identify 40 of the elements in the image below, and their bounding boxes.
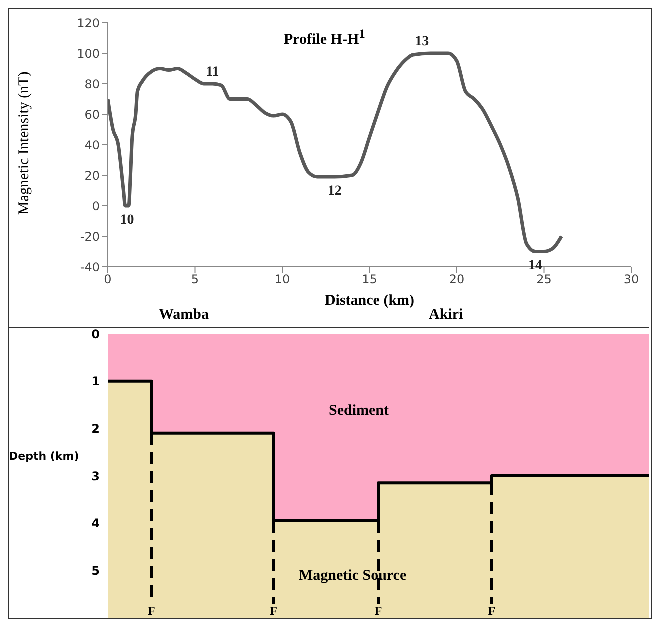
x-tick-label: 25 [536, 272, 552, 287]
y-tick-label: 60 [84, 108, 100, 122]
annotation: 13 [415, 34, 430, 50]
y-tick-label: -20 [80, 230, 100, 244]
y-tick-label: 100 [77, 46, 100, 61]
y-tick-label: -40 [80, 260, 100, 274]
text: Akiri [429, 307, 464, 324]
y-tick-label: 80 [84, 77, 100, 92]
y-tick-label: 5 [92, 564, 100, 578]
annotation: F [488, 604, 496, 618]
series-label: Sediment [329, 403, 389, 420]
y-tick-label: 20 [84, 168, 100, 183]
annotation: F [270, 604, 278, 618]
y-tick-label: 2 [92, 422, 100, 436]
y-axis-title: Magnetic Intensity (nT) [16, 72, 32, 215]
chart-title: Profile H-H$^{1}$ [284, 27, 366, 49]
text: Wamba [159, 307, 210, 324]
y-tick-label: 3 [92, 469, 100, 484]
x-axis-title: Distance (km) [324, 293, 415, 309]
y-tick-label: 0 [92, 199, 100, 214]
x-tick-label: 5 [191, 272, 200, 287]
x-tick-label: 30 [624, 272, 640, 287]
x-tick-label: 0 [104, 272, 112, 287]
annotation: 11 [206, 65, 220, 80]
line-series [108, 52, 564, 254]
y-tick-label: 1 [92, 374, 100, 389]
band-label: Magnetic Source [299, 568, 407, 585]
y-tick-label: 0 [92, 327, 100, 342]
y-tick-label: 40 [84, 138, 100, 152]
x-tick-label: 20 [449, 272, 465, 287]
x-tick-label: 15 [362, 272, 378, 287]
annotation: F [374, 604, 382, 618]
annotation: 10 [120, 212, 134, 228]
x-tick-label: 10 [274, 272, 290, 287]
y-tick-label: 4 [92, 516, 100, 531]
y-tick-label: 120 [77, 16, 100, 30]
y-axis-title: Depth (km) [9, 450, 80, 463]
annotation: 14 [528, 258, 543, 274]
annotation: 12 [328, 184, 342, 199]
annotation: F [148, 604, 156, 618]
